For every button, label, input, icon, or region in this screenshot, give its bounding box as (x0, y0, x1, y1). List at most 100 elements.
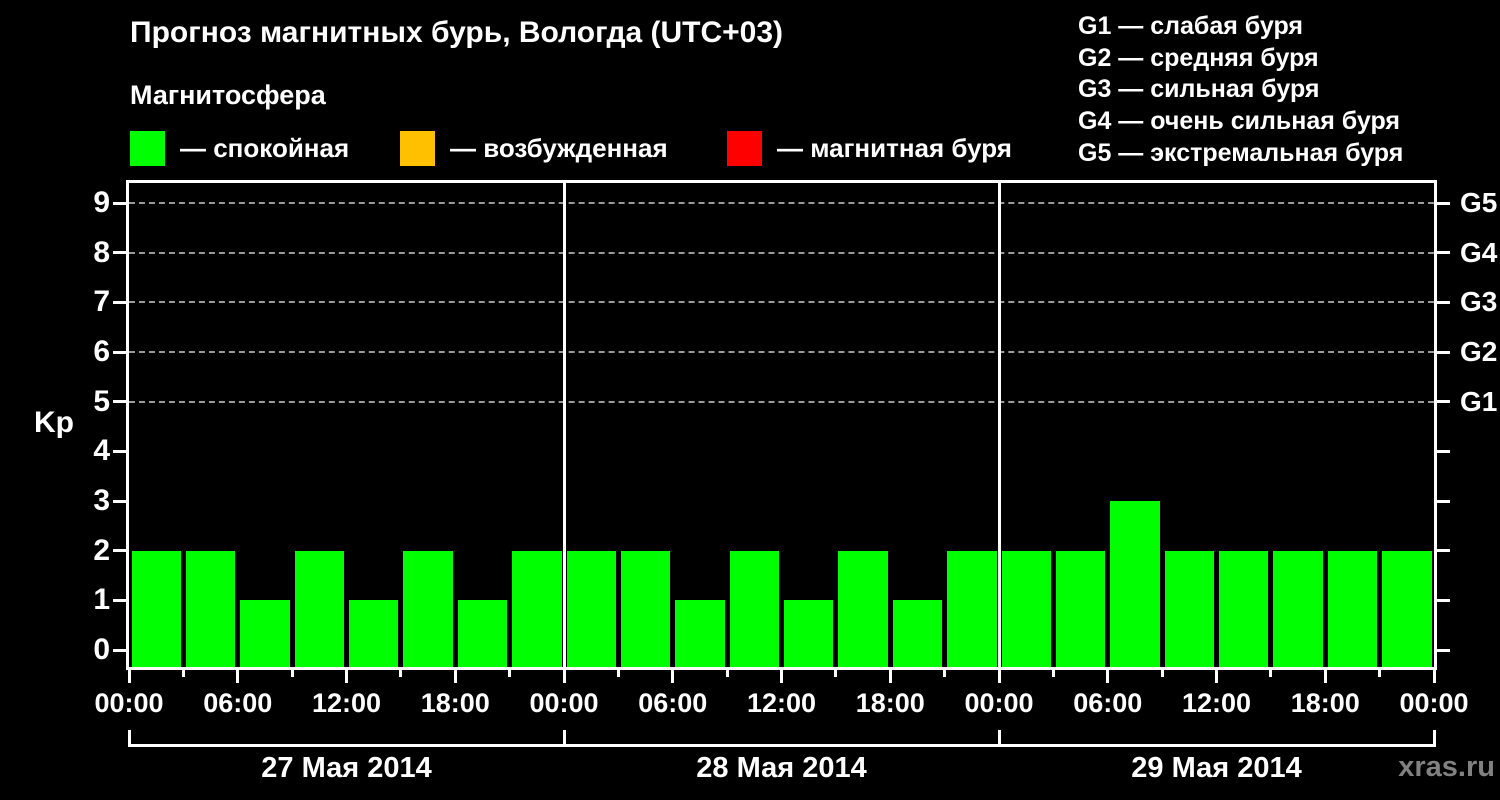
y-tick-label-3: 3 (93, 484, 110, 518)
x-tick-24 (1432, 670, 1436, 683)
y-tick-label-7: 7 (93, 285, 110, 319)
x-tick-label-2: 06:00 (203, 688, 273, 718)
x-tick-label-16: 00:00 (964, 688, 1034, 718)
watermark: xras.ru (1398, 751, 1495, 783)
date-bracket-line-2 (564, 744, 999, 747)
x-tick-label-20: 12:00 (1181, 688, 1252, 718)
date-bracket-end-left-2 (562, 730, 566, 747)
kp-bar-day1-slot6 (403, 550, 453, 667)
date-bracket-end-right-3 (1432, 730, 1436, 747)
y-tick-label-8: 8 (93, 235, 110, 269)
x-tick-21 (1269, 670, 1273, 677)
legend-swatch-quiet (130, 131, 165, 166)
g-axis-label-g3: G3 (1460, 286, 1498, 318)
date-bracket-end-left-1 (127, 730, 131, 747)
y-tick-left-1 (113, 598, 126, 602)
g-axis-label-g5: G5 (1460, 187, 1498, 219)
kp-bar-day2-slot7 (892, 600, 943, 667)
kp-bar-day3-slot7 (1327, 550, 1378, 667)
y-tick-label-1: 1 (93, 583, 110, 617)
y-tick-label-9: 9 (93, 186, 110, 220)
gridline-kp-5 (129, 400, 1434, 403)
y-tick-right-8 (1437, 251, 1450, 255)
gridline-kp-8 (129, 251, 1434, 254)
kp-bar-day1-slot2 (185, 550, 236, 667)
kp-bar-day3-slot6 (1273, 550, 1323, 667)
x-tick-11 (725, 670, 729, 677)
gridline-kp-9 (129, 202, 1434, 205)
x-tick-label-14: 18:00 (855, 688, 925, 718)
date-bracket-end-left-3 (997, 730, 1001, 747)
legend-swatch-excited (400, 131, 435, 166)
legend-label-storm: — магнитная буря (777, 133, 1012, 163)
y-tick-left-0 (113, 648, 126, 652)
x-tick-2 (236, 670, 240, 683)
g-axis-label-g2: G2 (1460, 336, 1498, 368)
y-tick-left-4 (113, 449, 126, 453)
y-tick-label-6: 6 (93, 335, 110, 369)
x-tick-label-10: 06:00 (638, 688, 708, 718)
y-tick-right-6 (1437, 350, 1450, 354)
date-label-3: 29 Мая 2014 (1131, 752, 1302, 784)
date-label-1: 27 Мая 2014 (261, 752, 432, 784)
legend-label-excited: — возбужденная (450, 133, 668, 163)
x-tick-label-24: 00:00 (1399, 688, 1469, 718)
x-tick-label-4: 12:00 (311, 688, 382, 718)
g-axis-label-g4: G4 (1460, 236, 1498, 268)
x-tick-13 (834, 670, 838, 677)
kp-bar-day2-slot3 (675, 600, 725, 667)
kp-bar-day1-slot3 (240, 600, 290, 667)
x-tick-label-0: 00:00 (94, 688, 164, 718)
date-label-2: 28 Мая 2014 (696, 752, 867, 784)
y-tick-left-8 (113, 251, 126, 255)
x-tick-15 (943, 670, 947, 677)
y-tick-right-9 (1437, 201, 1450, 205)
x-tick-8 (562, 670, 566, 683)
x-tick-18 (1106, 670, 1110, 683)
y-tick-label-2: 2 (93, 533, 110, 567)
kp-bar-day3-slot1 (1001, 550, 1051, 667)
y-tick-left-3 (113, 499, 126, 503)
y-tick-label-5: 5 (93, 384, 110, 418)
kp-bar-day3-slot3 (1110, 501, 1160, 667)
x-tick-1 (181, 670, 185, 677)
y-tick-left-7 (113, 300, 126, 304)
x-tick-17 (1051, 670, 1055, 677)
x-tick-16 (997, 670, 1001, 683)
date-bracket-line-3 (999, 744, 1434, 747)
x-tick-10 (671, 670, 675, 683)
kp-bar-day2-slot4 (729, 550, 779, 667)
legend-label-quiet: — спокойная (180, 133, 350, 163)
x-tick-22 (1323, 670, 1327, 683)
kp-bar-day1-slot7 (457, 600, 508, 667)
kp-bar-day2-slot1 (566, 550, 616, 667)
kp-bar-day1-slot5 (349, 600, 399, 667)
x-tick-14 (888, 670, 892, 683)
kp-bar-day3-slot2 (1055, 550, 1106, 667)
storm-scale-item-g4: G4 — очень сильная буря (1078, 107, 1400, 136)
x-tick-0 (127, 670, 131, 683)
y-tick-left-2 (113, 549, 126, 553)
legend-item-storm: — магнитная буря (727, 131, 1012, 166)
magnetosphere-label: Магнитосфера (130, 80, 326, 110)
date-bracket-line-1 (129, 744, 564, 747)
storm-scale-item-g3: G3 — сильная буря (1078, 75, 1320, 104)
x-tick-6 (453, 670, 457, 683)
page-title: Прогноз магнитных бурь, Вологда (UTC+03) (130, 16, 784, 49)
x-tick-label-12: 12:00 (746, 688, 817, 718)
x-tick-label-6: 18:00 (420, 688, 490, 718)
y-tick-left-6 (113, 350, 126, 354)
x-tick-19 (1160, 670, 1164, 677)
y-tick-left-9 (113, 201, 126, 205)
storm-scale-legend: G1 — слабая буря G2 — средняя буря G3 — си… (1078, 11, 1403, 169)
kp-bar-day1-slot8 (512, 550, 562, 667)
gridline-kp-6 (129, 351, 1434, 354)
y-axis-label: Kp (34, 406, 74, 439)
storm-scale-item-g2: G2 — средняя буря (1078, 43, 1319, 72)
gridline-kp-7 (129, 301, 1434, 304)
y-tick-right-7 (1437, 300, 1450, 304)
y-tick-right-4 (1437, 449, 1450, 453)
x-tick-20 (1215, 670, 1218, 683)
storm-scale-item-g5: G5 — экстремальная буря (1078, 138, 1404, 167)
